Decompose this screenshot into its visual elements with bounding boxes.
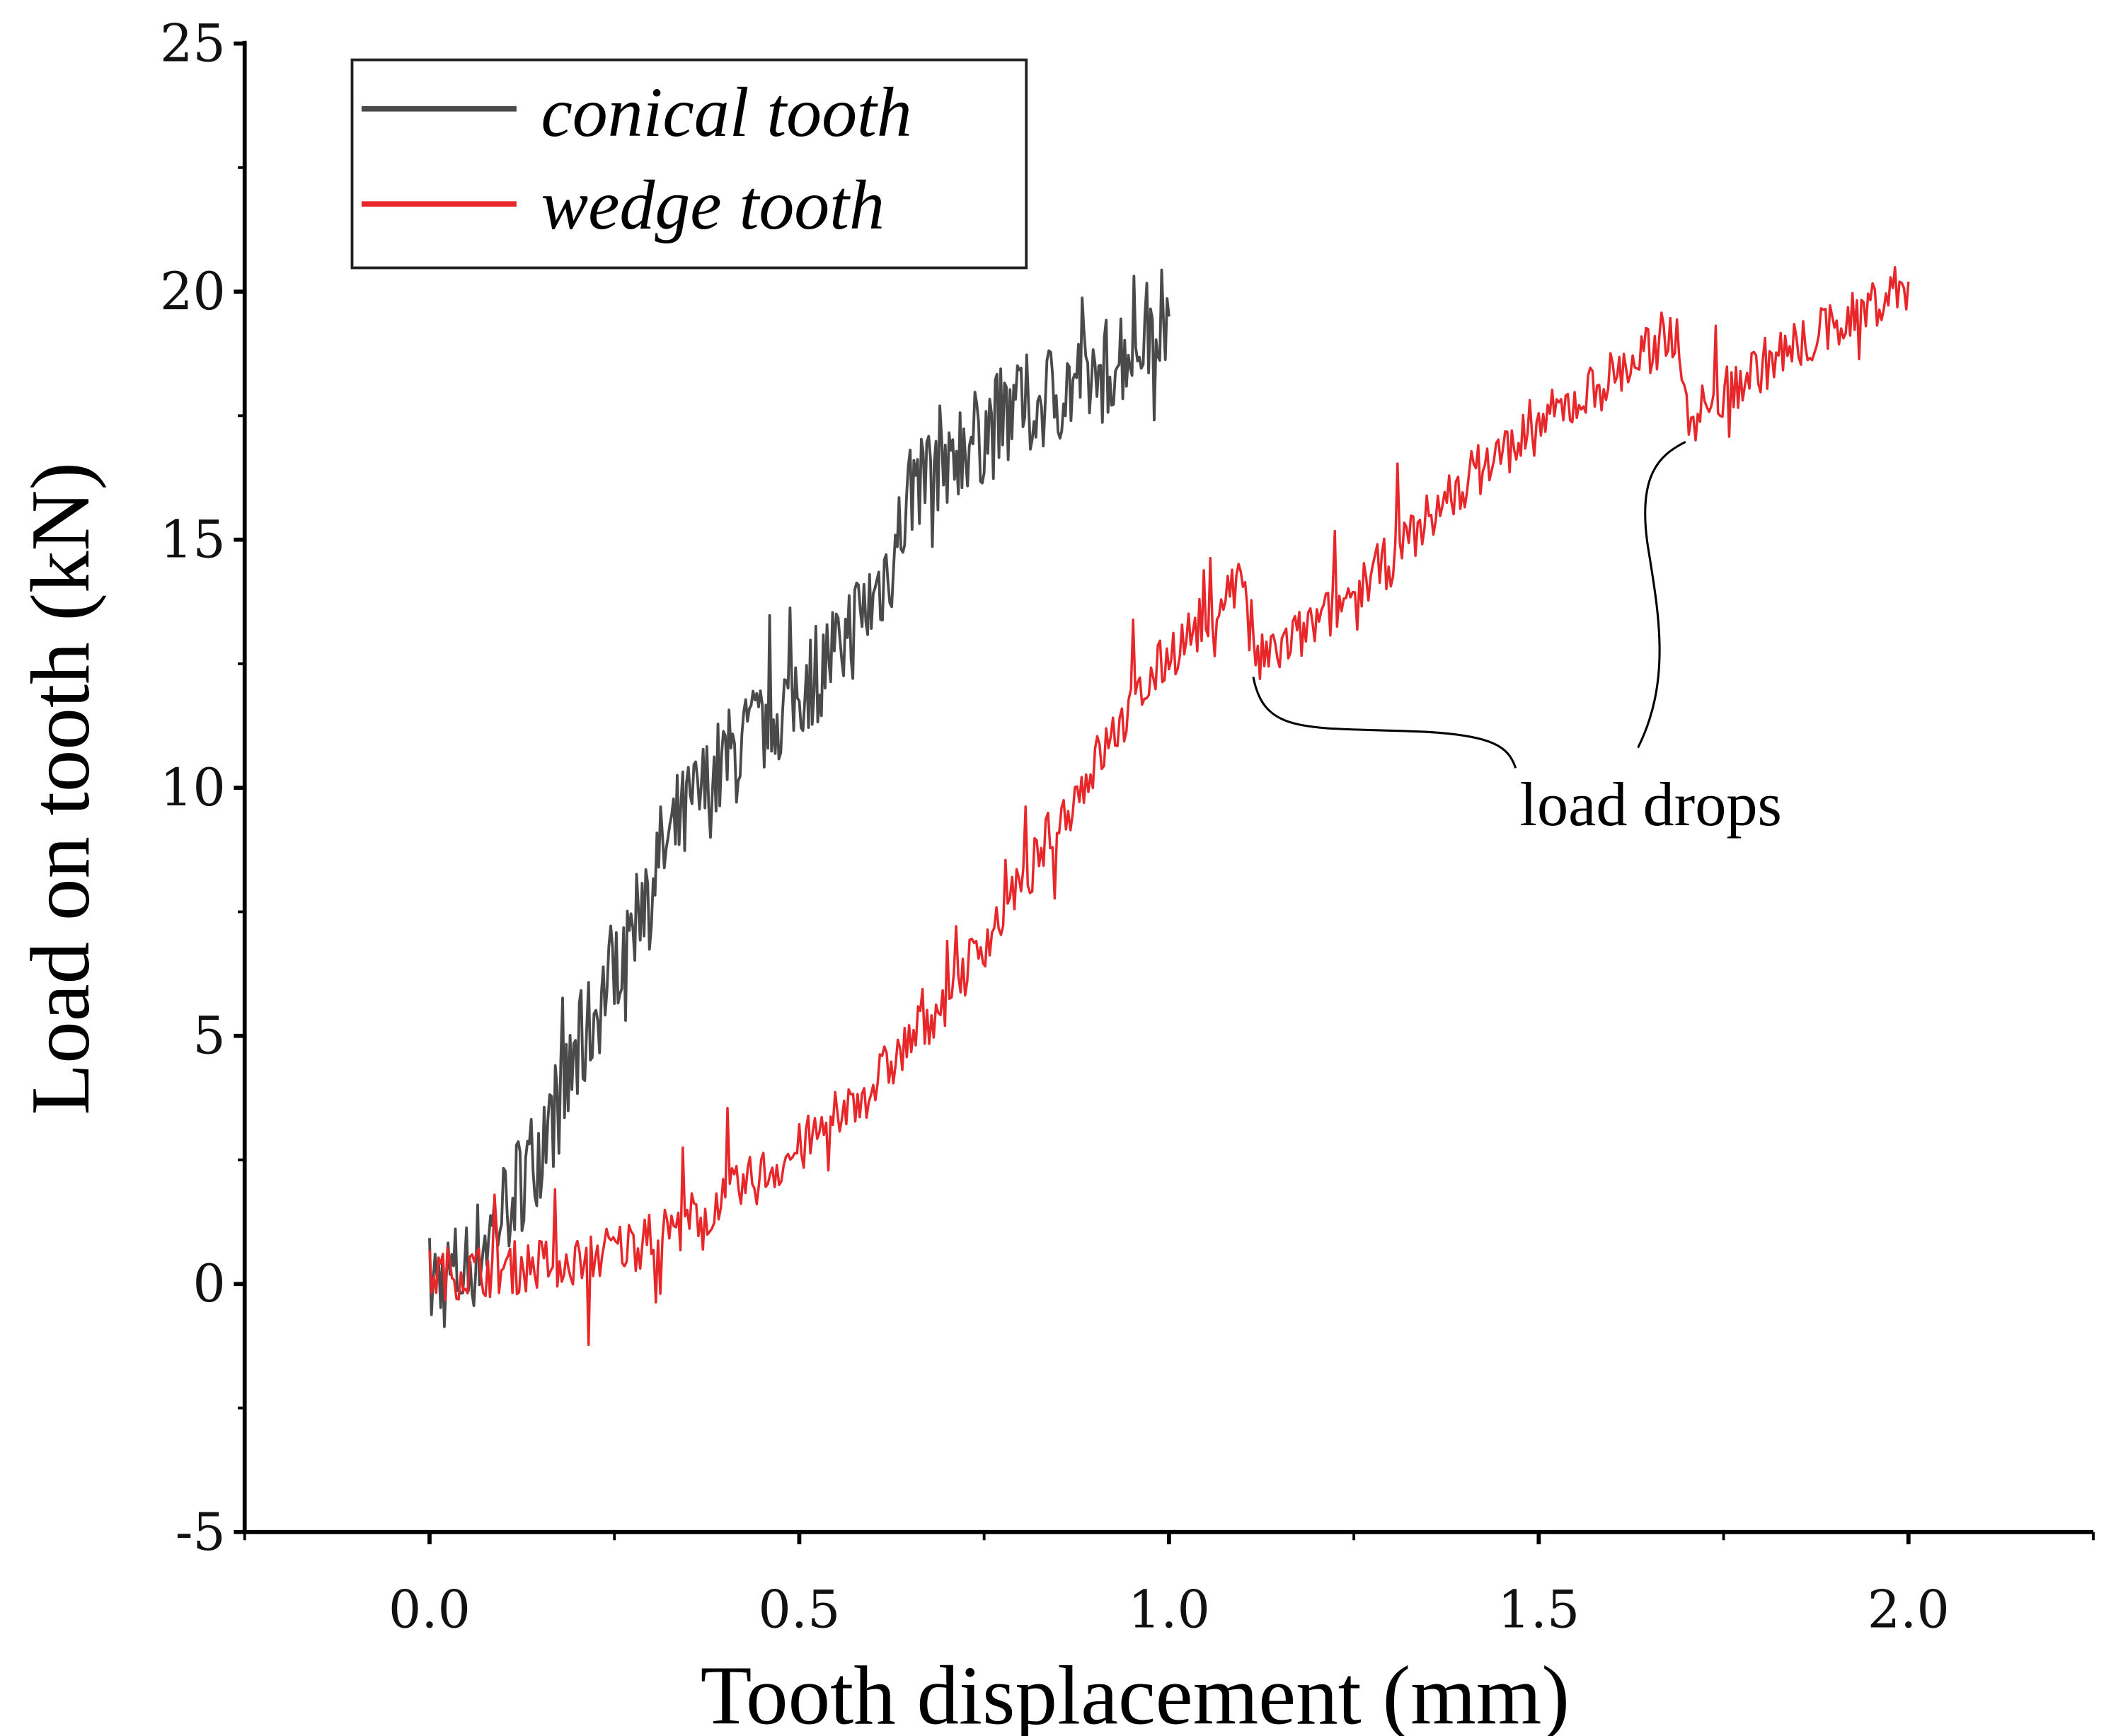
plot-series	[428, 265, 1910, 1347]
x-tick-label: 0.0	[389, 1580, 471, 1640]
legend: conical tooth wedge tooth	[350, 58, 1028, 270]
y-tick-label: 15	[160, 510, 226, 570]
y-tick-label: -5	[176, 1502, 226, 1563]
y-tick-label: 10	[160, 758, 226, 818]
y-tick-label: 25	[160, 14, 226, 74]
legend-label-wedge: wedge tooth	[541, 166, 884, 244]
x-tick-label: 1.5	[1497, 1580, 1580, 1640]
y-tick-label: 5	[192, 1006, 225, 1067]
x-tick-label: 2.0	[1868, 1580, 1950, 1640]
x-tick-label: 1.0	[1128, 1580, 1210, 1640]
x-axis-label: Tooth displacement (mm)	[701, 1649, 1570, 1736]
annotation-load-drops: load drops	[1252, 440, 1782, 839]
annotation-leader-1	[1252, 677, 1517, 769]
annotation-text: load drops	[1519, 770, 1782, 839]
x-tick-label: 0.5	[758, 1580, 840, 1640]
y-axis-label: Load on tooth (kN)	[13, 462, 107, 1115]
y-tick-label: 20	[160, 262, 226, 322]
series-line-conical-tooth	[428, 268, 1170, 1328]
legend-label-conical: conical tooth	[541, 73, 911, 151]
legend-box	[350, 58, 1028, 270]
series-line-wedge-tooth	[428, 265, 1910, 1347]
annotation-leader-2	[1637, 440, 1686, 749]
ticks: -5 0 5 10 15 20 25 0.0 0.5 1.0 1.5 2.0	[160, 14, 2095, 1640]
y-tick-label: 0	[192, 1254, 225, 1314]
